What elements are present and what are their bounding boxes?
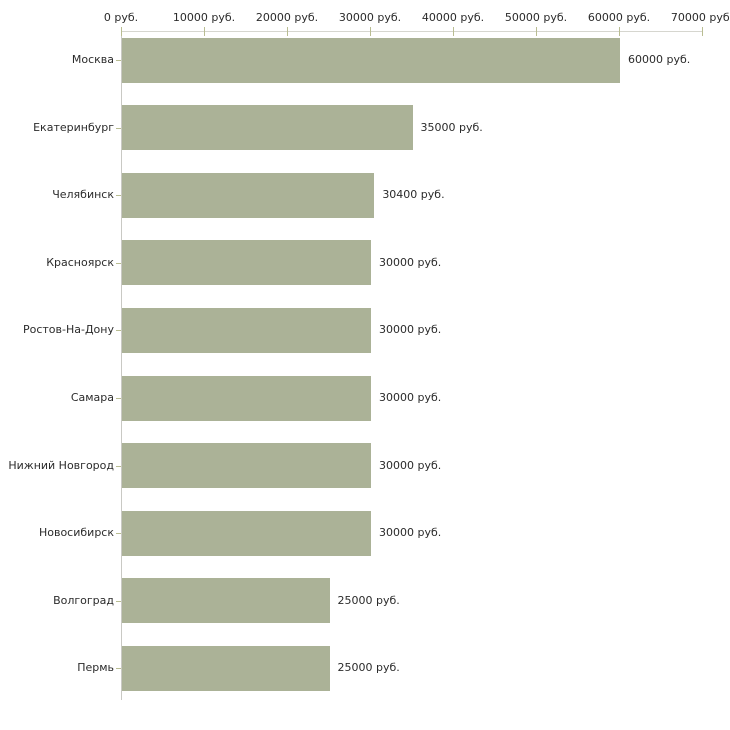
category-label: Челябинск xyxy=(52,188,114,202)
bar xyxy=(122,307,371,353)
category-label: Красноярск xyxy=(46,255,114,269)
x-tick-label: 0 руб. xyxy=(103,11,139,24)
x-tick xyxy=(287,27,288,36)
y-tick xyxy=(116,60,121,61)
bar xyxy=(122,240,371,286)
x-tick-label: 40000 руб. xyxy=(421,11,485,24)
y-tick xyxy=(116,262,121,264)
value-label: 30000 руб. xyxy=(379,255,442,269)
value-label: 25000 руб. xyxy=(337,661,400,675)
y-tick xyxy=(116,127,121,129)
y-tick xyxy=(116,600,121,602)
category-label: Самара xyxy=(70,391,114,404)
x-tick xyxy=(619,27,620,36)
y-tick xyxy=(116,533,121,535)
x-tick xyxy=(453,27,454,36)
category-label: Ростов-На-Дону xyxy=(22,323,114,337)
x-tick-label: 50000 руб. xyxy=(504,11,568,24)
category-label: Пермь xyxy=(77,661,114,675)
x-tick-label: 70000 руб. xyxy=(670,11,730,24)
x-tick-label: 20000 руб. xyxy=(255,11,319,24)
x-axis-line xyxy=(121,31,702,32)
bar xyxy=(122,510,371,556)
category-label: Екатеринбург xyxy=(33,120,114,134)
value-label: 30000 руб. xyxy=(379,323,442,337)
y-tick xyxy=(116,195,121,197)
category-label: Волгоград xyxy=(53,593,114,607)
x-tick xyxy=(204,27,205,36)
bar xyxy=(122,443,371,489)
bar xyxy=(122,37,620,83)
value-label: 30000 руб. xyxy=(379,391,442,404)
value-label: 35000 руб. xyxy=(420,120,483,134)
value-label: 30000 руб. xyxy=(379,526,442,540)
value-label: 25000 руб. xyxy=(337,593,400,607)
x-tick xyxy=(370,27,371,36)
y-tick xyxy=(116,398,121,399)
y-tick xyxy=(116,465,121,467)
y-tick xyxy=(116,330,121,332)
value-label: 30000 руб. xyxy=(379,458,442,472)
bar xyxy=(122,578,330,624)
category-label: Новосибирск xyxy=(38,526,114,540)
category-label: Москва xyxy=(71,53,114,66)
x-tick-label: 60000 руб. xyxy=(587,11,651,24)
value-label: 30400 руб. xyxy=(382,188,445,202)
bar xyxy=(122,645,330,691)
x-tick-label: 30000 руб. xyxy=(338,11,402,24)
y-tick xyxy=(116,668,121,670)
x-tick xyxy=(536,27,537,36)
x-tick-label: 10000 руб. xyxy=(172,11,236,24)
x-tick xyxy=(121,27,122,36)
value-label: 60000 руб. xyxy=(628,53,691,66)
bar xyxy=(122,172,375,218)
x-tick xyxy=(702,27,703,36)
category-label: Нижний Новгород xyxy=(8,458,114,472)
bar xyxy=(122,375,371,421)
bar xyxy=(122,105,413,151)
y-axis-line xyxy=(121,31,122,700)
